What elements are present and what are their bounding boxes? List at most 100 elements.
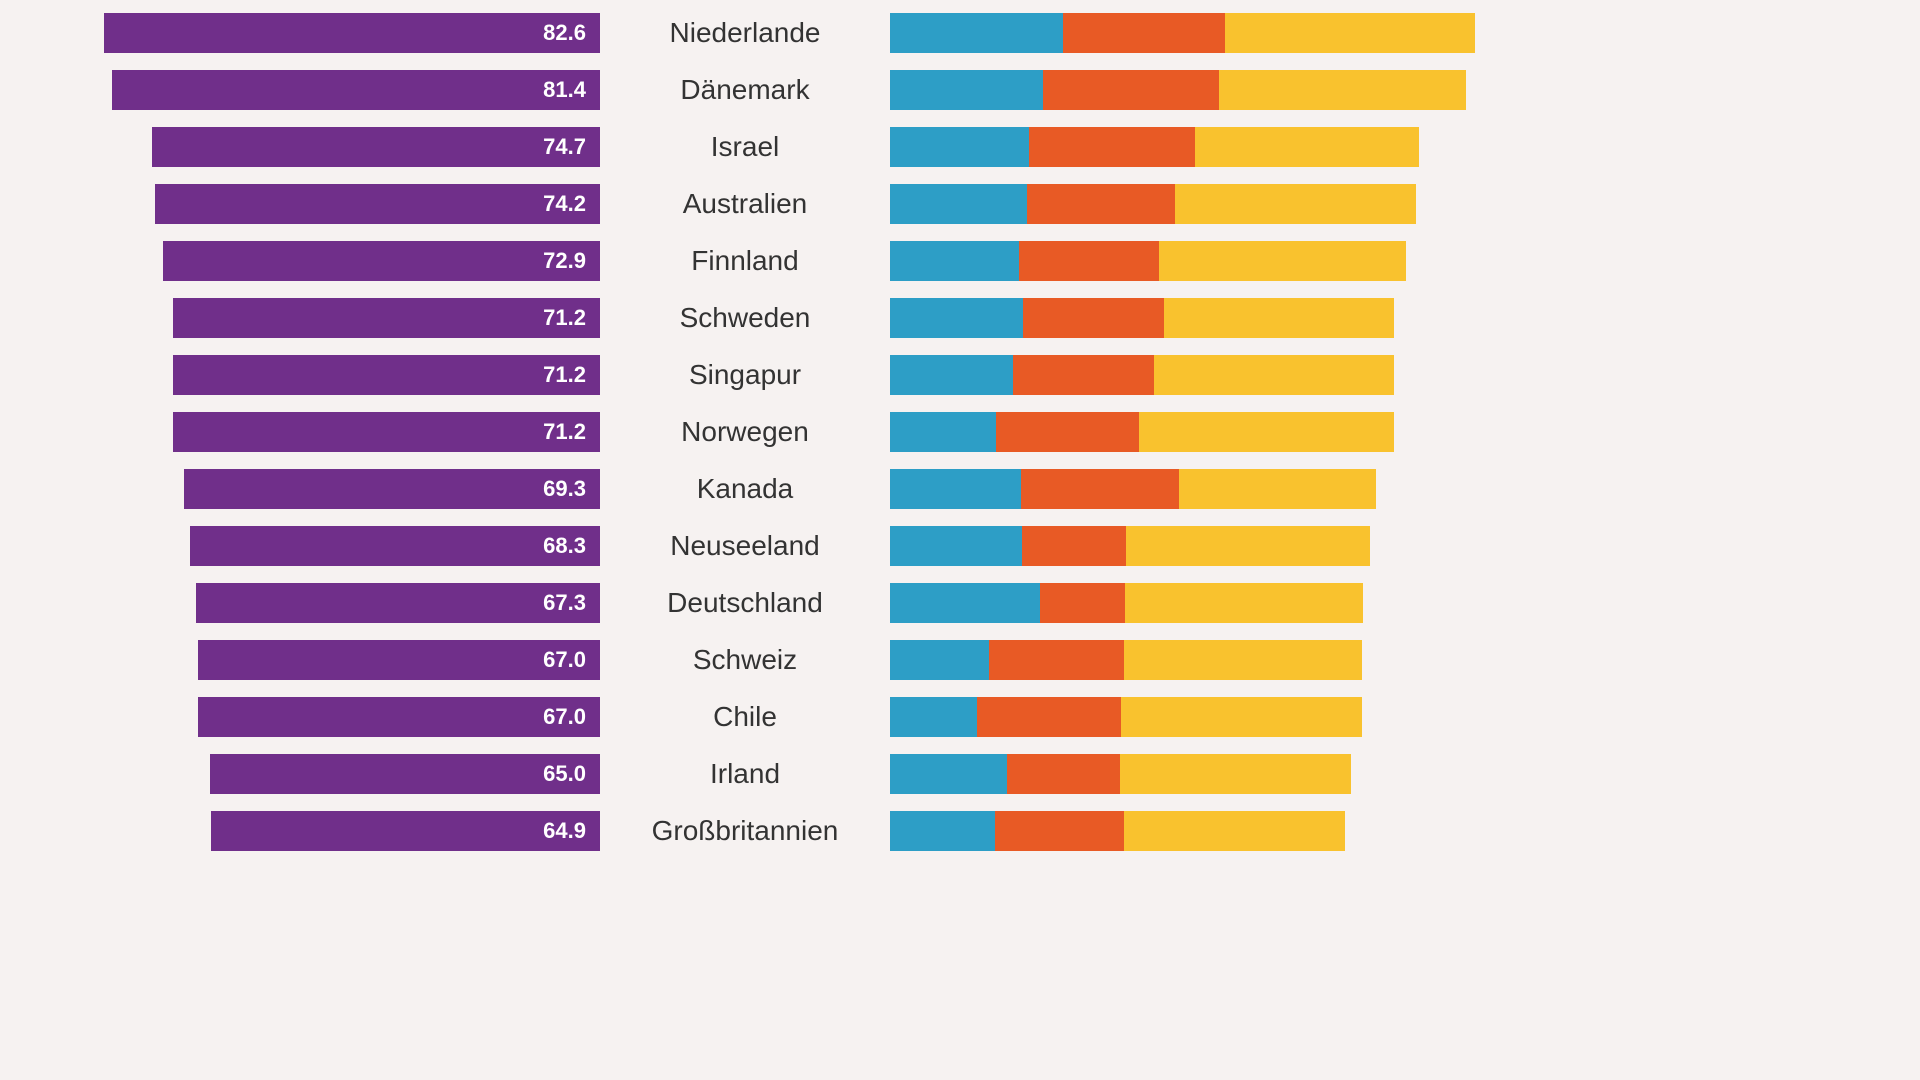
stack-segment-0 [890,241,1019,281]
stack-segment-1 [989,640,1124,680]
overall-score-value: 67.3 [543,590,586,616]
overall-score-value: 67.0 [543,704,586,730]
chart-row: 65.0 Irland [0,745,1536,802]
subindex-stacked-bar [890,241,1406,281]
stack-segment-0 [890,127,1029,167]
chart-row: 67.0Schweiz [0,631,1536,688]
stack-segment-2 [1225,13,1475,53]
stack-segment-1 [1027,184,1175,224]
pension-index-chart: 82.6Niederlande81.4Dänemark74.7Israel74.… [0,0,1536,864]
country-label: Finnland [600,245,890,277]
overall-score-bar: 68.3 [190,526,600,566]
left-bar-container: 67.3 [0,574,600,631]
chart-row: 74.7 Israel [0,118,1536,175]
stack-segment-1 [1023,298,1164,338]
right-bar-container [890,403,1500,460]
overall-score-value: 74.7 [543,134,586,160]
overall-score-value: 74.2 [543,191,586,217]
right-bar-container [890,631,1500,688]
country-label: Niederlande [600,17,890,49]
subindex-stacked-bar [890,811,1345,851]
stack-segment-0 [890,697,977,737]
overall-score-bar: 71.2 [173,412,600,452]
overall-score-bar: 74.2 [155,184,600,224]
stack-segment-1 [996,412,1139,452]
left-bar-container: 67.0 [0,688,600,745]
right-bar-container [890,175,1500,232]
overall-score-bar: 67.0 [198,640,600,680]
overall-score-value: 71.2 [543,305,586,331]
country-label: Dänemark [600,74,890,106]
stack-segment-2 [1164,298,1395,338]
right-bar-container [890,745,1500,802]
subindex-stacked-bar [890,184,1416,224]
stack-segment-2 [1139,412,1394,452]
overall-score-bar: 74.7 [152,127,600,167]
left-bar-container: 81.4 [0,61,600,118]
stack-segment-0 [890,355,1013,395]
overall-score-bar: 71.2 [173,355,600,395]
stack-segment-1 [1043,70,1219,110]
left-bar-container: 71.2 [0,289,600,346]
left-bar-container: 74.7 [0,118,600,175]
right-bar-container [890,574,1500,631]
stack-segment-0 [890,412,996,452]
stack-segment-1 [1040,583,1125,623]
chart-row: 68.3Neuseeland [0,517,1536,574]
overall-score-value: 71.2 [543,362,586,388]
subindex-stacked-bar [890,754,1351,794]
stack-segment-0 [890,13,1063,53]
overall-score-value: 65.0 [543,761,586,787]
overall-score-value: 67.0 [543,647,586,673]
chart-row: 67.0Chile [0,688,1536,745]
overall-score-bar: 72.9 [163,241,600,281]
country-label: Irland [600,758,890,790]
chart-row: 67.3Deutschland [0,574,1536,631]
country-label: Singapur [600,359,890,391]
left-bar-container: 65.0 [0,745,600,802]
stack-segment-0 [890,70,1043,110]
overall-score-value: 71.2 [543,419,586,445]
chart-row: 71.2Schweden [0,289,1536,346]
subindex-stacked-bar [890,355,1394,395]
right-bar-container [890,802,1500,859]
stack-segment-2 [1195,127,1419,167]
stack-segment-0 [890,184,1027,224]
left-bar-container: 67.0 [0,631,600,688]
left-bar-container: 64.9 [0,802,600,859]
stack-segment-1 [1063,13,1225,53]
overall-score-value: 82.6 [543,20,586,46]
subindex-stacked-bar [890,583,1363,623]
stack-segment-2 [1125,583,1362,623]
subindex-stacked-bar [890,298,1394,338]
stack-segment-1 [1022,526,1126,566]
stack-segment-2 [1154,355,1394,395]
overall-score-bar: 71.2 [173,298,600,338]
overall-score-value: 81.4 [543,77,586,103]
overall-score-bar: 67.0 [198,697,600,737]
stack-segment-2 [1121,697,1362,737]
country-label: Israel [600,131,890,163]
subindex-stacked-bar [890,526,1370,566]
stack-segment-2 [1159,241,1406,281]
right-bar-container [890,517,1500,574]
stack-segment-0 [890,526,1022,566]
right-bar-container [890,118,1500,175]
chart-row: 82.6 Niederlande [0,4,1536,61]
stack-segment-2 [1219,70,1467,110]
country-label: Norwegen [600,416,890,448]
stack-segment-0 [890,811,995,851]
stack-segment-2 [1120,754,1351,794]
stack-segment-1 [1021,469,1179,509]
right-bar-container [890,4,1500,61]
chart-row: 69.3Kanada [0,460,1536,517]
overall-score-bar: 67.3 [196,583,600,623]
stack-segment-2 [1175,184,1416,224]
chart-row: 74.2Australien [0,175,1536,232]
stack-segment-1 [977,697,1120,737]
left-bar-container: 74.2 [0,175,600,232]
subindex-stacked-bar [890,70,1466,110]
chart-row: 71.2 Norwegen [0,403,1536,460]
left-bar-container: 82.6 [0,4,600,61]
country-label: Kanada [600,473,890,505]
